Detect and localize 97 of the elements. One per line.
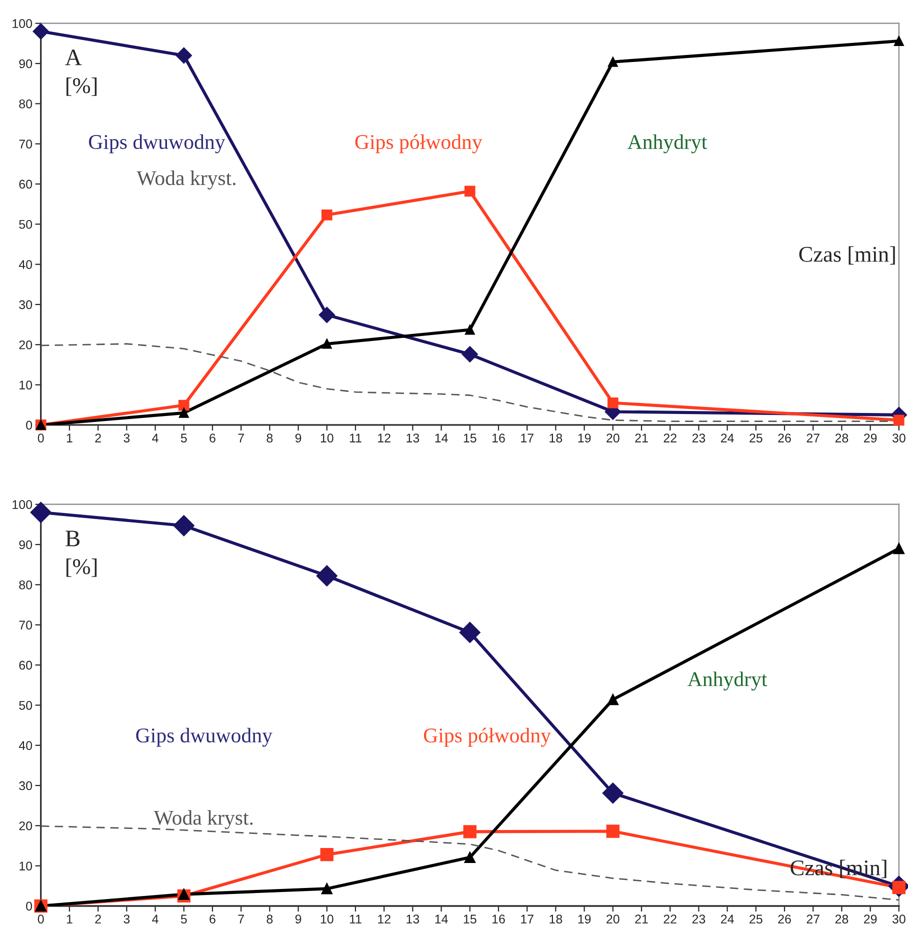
- x-tick-label: 28: [835, 434, 848, 442]
- x-tick-label: 3: [124, 914, 130, 924]
- y-tick-label: 80: [19, 99, 32, 108]
- y-tick-label: 70: [19, 140, 32, 148]
- x-tick-label: 30: [892, 914, 906, 924]
- y-tick-label: 100: [12, 19, 32, 28]
- y-axis-title: [%]: [66, 78, 97, 96]
- x-tick-label: 7: [238, 434, 244, 442]
- y-tick-label: 70: [19, 620, 32, 630]
- x-tick-label: 19: [578, 914, 591, 924]
- series-label: Gips dwuwodny: [88, 134, 226, 154]
- x-tick-label: 23: [692, 914, 706, 924]
- x-tick-label: 22: [664, 434, 676, 442]
- x-tick-label: 24: [720, 434, 734, 442]
- y-tick-label: 0: [26, 420, 32, 430]
- y-tick-label: 50: [19, 220, 32, 229]
- x-tick-label: 12: [378, 914, 390, 924]
- x-axis-title: Czas [min]: [799, 246, 895, 265]
- x-tick-label: 14: [435, 434, 448, 442]
- x-tick-label: 4: [152, 434, 158, 442]
- x-tick-label: 17: [521, 434, 534, 442]
- text: Woda kryst.: [136, 170, 236, 190]
- x-tick-label: 8: [266, 434, 273, 442]
- x-tick-label: 30: [892, 434, 906, 442]
- x-tick-label: 16: [492, 434, 505, 442]
- series-label: Woda kryst.: [154, 810, 253, 830]
- text: A: [65, 50, 82, 66]
- x-tick-label: 9: [295, 914, 302, 924]
- y-tick-label: 20: [19, 340, 32, 350]
- x-tick-label: 1: [66, 914, 72, 924]
- x-tick-label: 25: [750, 914, 762, 924]
- y-axis-title: [%]: [66, 558, 97, 577]
- x-tick-label: 22: [664, 914, 676, 924]
- x-tick-label: 0: [38, 914, 44, 924]
- x-tick-label: 2: [95, 434, 101, 442]
- x-tick-label: 6: [210, 914, 216, 924]
- y-tick-label: 90: [19, 59, 32, 68]
- text: Gips półwodny: [424, 728, 551, 747]
- series-label: Gips półwodny: [355, 134, 482, 154]
- x-tick-label: 15: [464, 914, 476, 924]
- y-tick-label: 80: [19, 580, 32, 590]
- x-tick-label: 18: [550, 434, 562, 442]
- x-tick-label: 2: [95, 914, 101, 924]
- x-tick-label: 17: [521, 914, 534, 924]
- x-tick-label: 14: [435, 914, 448, 924]
- text: Anhydryt: [628, 134, 708, 154]
- x-tick-label: 25: [750, 434, 762, 442]
- x-tick-label: 28: [835, 914, 848, 924]
- x-tick-label: 3: [124, 434, 130, 442]
- x-tick-label: 23: [692, 434, 706, 442]
- x-tick-label: 7: [238, 914, 244, 924]
- x-tick-label: 12: [378, 434, 390, 442]
- x-tick-label: 4: [152, 914, 158, 924]
- x-tick-label: 10: [320, 914, 334, 924]
- y-tick-label: 20: [19, 821, 32, 830]
- x-tick-label: 10: [320, 434, 334, 442]
- y-tick-label: 50: [19, 700, 32, 710]
- series-label: Anhydryt: [688, 672, 768, 691]
- x-tick-label: 16: [492, 914, 505, 924]
- x-tick-label: 8: [266, 914, 273, 924]
- x-tick-label: 0: [38, 434, 44, 442]
- x-tick-label: 27: [806, 914, 820, 924]
- x-tick-label: 1: [66, 434, 72, 442]
- y-tick-label: 100: [12, 500, 32, 510]
- x-tick-label: 24: [720, 914, 734, 924]
- y-tick-label: 40: [18, 741, 32, 750]
- text: B: [66, 530, 80, 546]
- text: Gips dwuwodny: [136, 728, 272, 747]
- x-tick-label: 26: [778, 434, 791, 442]
- y-tick-label: 30: [19, 781, 32, 790]
- x-tick-label: 11: [350, 434, 362, 442]
- x-tick-label: 13: [406, 434, 420, 442]
- y-tick-label: 10: [20, 862, 32, 870]
- x-tick-label: 26: [778, 914, 791, 924]
- x-tick-label: 5: [180, 914, 187, 924]
- x-tick-label: 6: [210, 434, 216, 442]
- x-tick-label: 18: [550, 914, 562, 924]
- x-tick-label: 27: [806, 434, 820, 442]
- x-tick-label: 13: [406, 914, 420, 924]
- y-tick-label: 60: [19, 180, 32, 189]
- x-tick-label: 20: [606, 914, 620, 924]
- x-tick-label: 5: [180, 434, 187, 442]
- x-tick-label: 29: [864, 434, 877, 442]
- y-tick-label: 10: [20, 380, 32, 390]
- y-tick-label: 60: [19, 660, 32, 670]
- x-tick-label: 20: [606, 434, 620, 442]
- y-tick-label: 30: [19, 300, 32, 310]
- x-tick-label: 19: [578, 434, 591, 442]
- x-tick-label: 29: [864, 914, 877, 924]
- x-tick-label: 21: [635, 434, 648, 442]
- x-tick-label: 15: [464, 434, 476, 442]
- x-tick-label: 21: [635, 914, 648, 924]
- x-tick-label: 9: [295, 434, 302, 442]
- y-tick-label: 0: [26, 902, 32, 911]
- x-tick-label: 11: [350, 914, 362, 924]
- y-tick-label: 90: [19, 540, 32, 550]
- y-tick-label: 40: [18, 260, 32, 269]
